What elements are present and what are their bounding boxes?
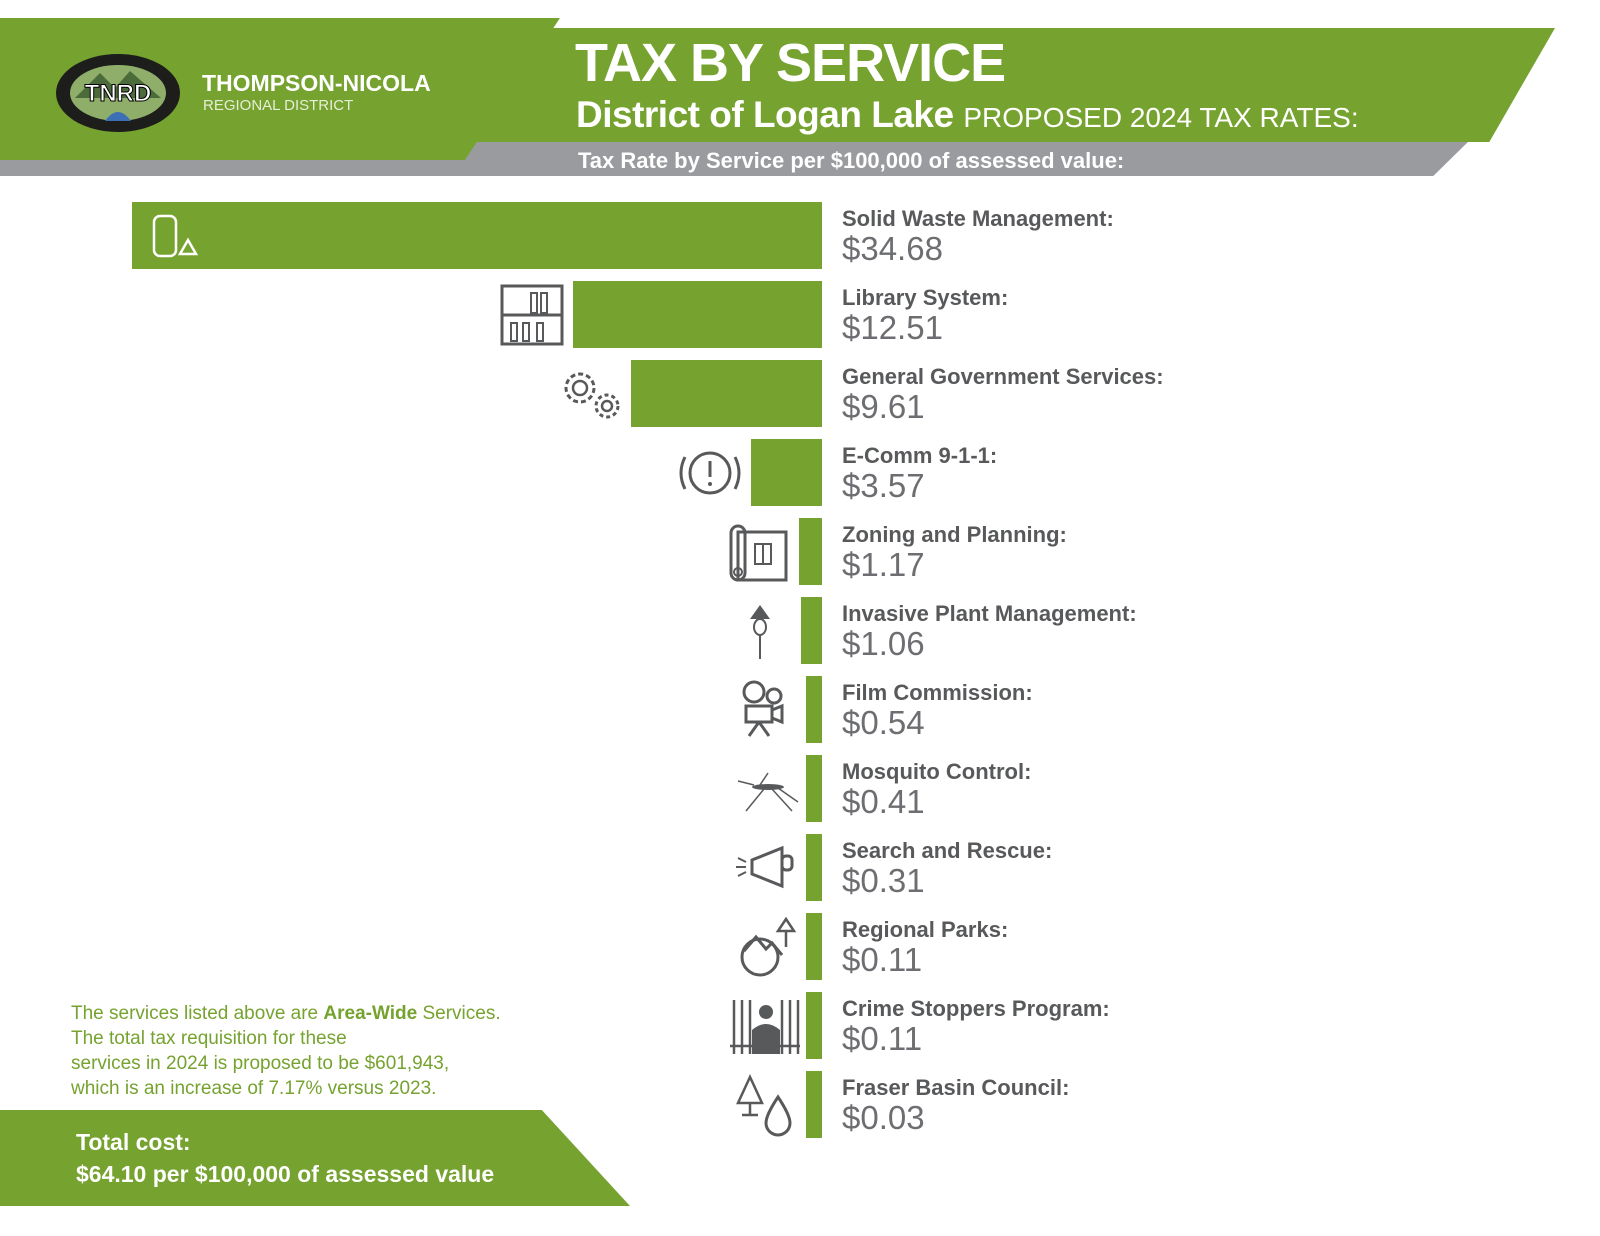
note-line: The total tax requisition for these bbox=[71, 1028, 347, 1049]
bar-label: General Government Services: bbox=[842, 364, 1164, 389]
title-banner bbox=[460, 28, 1555, 142]
bar-4 bbox=[798, 518, 822, 585]
bar-value: $0.11 bbox=[842, 941, 923, 978]
bar-label: Search and Rescue: bbox=[842, 838, 1053, 863]
bar-label: E-Comm 9-1-1: bbox=[842, 443, 998, 468]
bar-value: $9.61 bbox=[842, 388, 925, 425]
tree-water-icon bbox=[736, 1074, 792, 1137]
total-label: Total cost: bbox=[76, 1129, 191, 1155]
note-text: The services listed above are bbox=[71, 1003, 324, 1024]
org-subname: REGIONAL DISTRICT bbox=[203, 97, 354, 114]
proposed-label: PROPOSED 2024 TAX RATES: bbox=[963, 102, 1359, 133]
district-name: District of Logan Lake bbox=[576, 94, 954, 135]
note-text: Services. bbox=[417, 1003, 501, 1024]
note-line: which is an increase of 7.17% versus 202… bbox=[71, 1078, 437, 1099]
bar-label: Crime Stoppers Program: bbox=[842, 996, 1110, 1021]
bar-9 bbox=[806, 913, 822, 980]
total-value: $64.10 per $100,000 of assessed value bbox=[76, 1161, 495, 1187]
bar-5 bbox=[800, 597, 822, 664]
bar-10 bbox=[806, 992, 822, 1059]
library-icon bbox=[500, 284, 564, 346]
bar-label: Fraser Basin Council: bbox=[842, 1075, 1070, 1100]
bar-label: Film Commission: bbox=[842, 680, 1033, 705]
blueprint-icon bbox=[729, 524, 788, 582]
recycle-bottle-icon bbox=[152, 214, 199, 258]
chart-subtitle: Tax Rate by Service per $100,000 of asse… bbox=[578, 148, 1125, 173]
bar-value: $0.11 bbox=[842, 1020, 923, 1057]
bar-1 bbox=[573, 281, 822, 348]
org-name: THOMPSON-NICOLA bbox=[202, 70, 431, 96]
mosquito-icon bbox=[737, 772, 799, 812]
tnrd-logo: TNRD bbox=[56, 54, 180, 132]
bar-label: Library System: bbox=[842, 285, 1009, 310]
bar-value: $12.51 bbox=[842, 309, 943, 346]
bar-7 bbox=[806, 755, 822, 822]
bar-6 bbox=[806, 676, 822, 743]
page-title: TAX BY SERVICE bbox=[575, 33, 1006, 93]
bar-label: Mosquito Control: bbox=[842, 759, 1032, 784]
megaphone-icon bbox=[736, 845, 794, 889]
bar-value: $0.31 bbox=[842, 862, 925, 899]
svg-text:TNRD: TNRD bbox=[85, 80, 152, 107]
bar-2 bbox=[630, 360, 822, 427]
note-bold: Area-Wide bbox=[323, 1003, 418, 1024]
bar-0 bbox=[131, 202, 822, 269]
thistle-icon bbox=[749, 605, 770, 659]
bar-label: Zoning and Planning: bbox=[842, 522, 1067, 547]
bar-value: $0.41 bbox=[842, 783, 925, 820]
bar-3 bbox=[750, 439, 822, 506]
bar-value: $0.54 bbox=[842, 704, 925, 741]
bar-label: Regional Parks: bbox=[842, 917, 1009, 942]
bar-value: $1.06 bbox=[842, 625, 925, 662]
bar-11 bbox=[806, 1071, 822, 1138]
film-camera-icon bbox=[742, 680, 784, 737]
bar-8 bbox=[806, 834, 822, 901]
bar-value: $1.17 bbox=[842, 546, 925, 583]
parks-icon bbox=[740, 916, 797, 977]
bar-label: Invasive Plant Management: bbox=[842, 601, 1137, 626]
district-title: District of Logan Lake PROPOSED 2024 TAX… bbox=[576, 94, 1359, 136]
gears-icon bbox=[564, 372, 620, 419]
bar-value: $0.03 bbox=[842, 1099, 925, 1136]
total-cost-banner: Total cost: $64.10 per $100,000 of asses… bbox=[0, 1110, 630, 1206]
bar-value: $3.57 bbox=[842, 467, 925, 504]
bar-value: $34.68 bbox=[842, 230, 943, 267]
area-wide-note: The services listed above are Area-Wide … bbox=[71, 1001, 591, 1101]
note-line: services in 2024 is proposed to be $601,… bbox=[71, 1053, 450, 1074]
emergency-alert-icon bbox=[679, 451, 741, 495]
bar-label: Solid Waste Management: bbox=[842, 206, 1114, 231]
jail-icon bbox=[730, 1000, 800, 1054]
